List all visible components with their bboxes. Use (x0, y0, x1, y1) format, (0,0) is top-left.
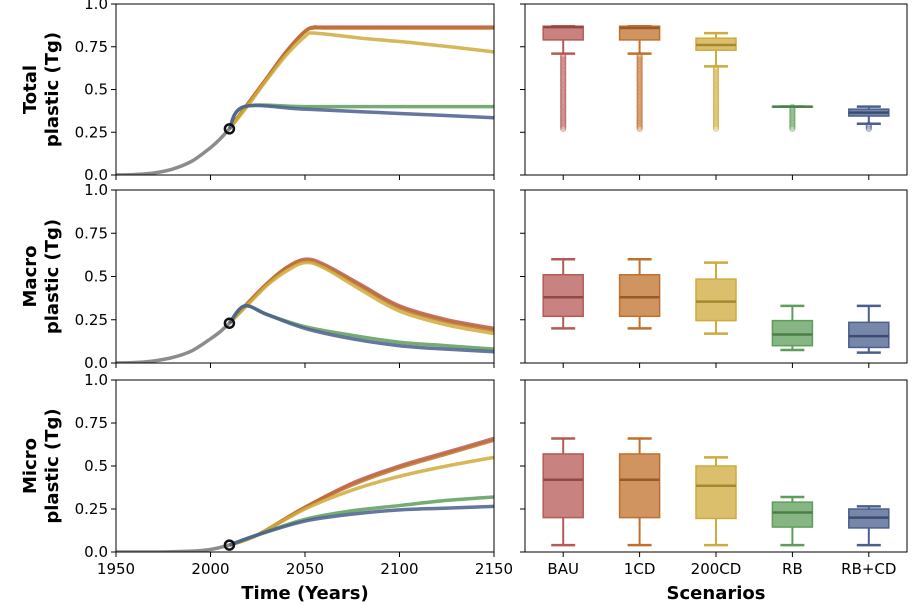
box-body (848, 321, 890, 349)
transition-marker (223, 123, 236, 135)
panel-frame (524, 3, 908, 176)
box-body (542, 274, 584, 318)
panel-frame (524, 189, 908, 364)
series-line-historical (116, 127, 231, 175)
y-axis-label: Macroplastic (Tg) (20, 219, 63, 334)
box-200cd (695, 31, 737, 180)
y-tick-label: 0.0 (84, 354, 108, 372)
series-line-200cd (228, 260, 494, 336)
box-body (771, 319, 814, 347)
series-group (116, 25, 494, 175)
box-bau (542, 257, 584, 368)
box-1cd (618, 257, 661, 368)
panel-frame (115, 379, 495, 553)
y-tick-label: 1.0 (84, 181, 108, 199)
y-tick-label: 1.0 (84, 0, 108, 13)
box-body (618, 453, 661, 519)
series-line-historical (116, 543, 230, 552)
category-label: RB+CD (841, 560, 896, 578)
x-axis-label: Scenarios (667, 583, 766, 604)
y-tick-label: 0.25 (75, 500, 108, 518)
y-tick-label: 0.25 (75, 311, 108, 329)
box-rbpluscd (848, 105, 890, 180)
box-rbpluscd (848, 304, 890, 368)
y-tick-label: 0.25 (75, 123, 108, 141)
series-group (116, 436, 494, 552)
y-tick-label: 0.5 (84, 457, 108, 475)
box-body (771, 501, 814, 528)
transition-marker (223, 317, 236, 329)
y-tick-label: 0.5 (84, 81, 108, 99)
box-200cd (695, 456, 737, 557)
category-label: BAU (547, 560, 579, 578)
series-line-bau (228, 257, 494, 331)
series-line-rbpluscd (227, 103, 494, 130)
box-panel-micro: BAU 1CD 200CD RB RB+CD Scenarios (520, 379, 908, 604)
panel-frame (115, 189, 495, 364)
y-tick-label: 0.5 (84, 268, 108, 286)
x-tick-label: 1950 (97, 560, 135, 578)
box-bau (542, 24, 584, 180)
y-tick-label: 0.0 (84, 543, 108, 561)
series-line-200cd (228, 31, 494, 130)
series-group (116, 257, 494, 363)
box-body (695, 465, 737, 520)
box-1cd (618, 437, 661, 557)
panel-frame (524, 379, 908, 553)
line-panel-macro: 0.0 0.25 0.5 0.75 1.0 Macroplastic (Tg) (20, 181, 495, 372)
x-tick-label: 2000 (191, 560, 229, 578)
x-tick-label: 2150 (475, 560, 513, 578)
box-panel-total (520, 3, 908, 180)
box-bau (542, 437, 584, 557)
series-line-rbpluscd (228, 504, 494, 547)
y-axis-label: Microplastic (Tg) (20, 408, 63, 523)
y-tick-label: 0.75 (75, 414, 108, 432)
box-200cd (695, 261, 737, 368)
series-line-historical (116, 321, 231, 363)
category-label: 1CD (624, 560, 656, 578)
transition-marker (223, 539, 236, 551)
box-body (618, 25, 661, 41)
box-rb (771, 103, 814, 180)
box-body (695, 278, 737, 322)
category-label: RB (782, 560, 803, 578)
box-rbpluscd (848, 505, 890, 557)
x-tick-label: 2050 (286, 560, 324, 578)
y-tick-label: 0.0 (84, 166, 108, 184)
series-line-rbpluscd (227, 303, 494, 354)
box-rb (771, 495, 814, 557)
series-line-rb (228, 495, 494, 547)
category-label: 200CD (691, 560, 742, 578)
panel-frame (115, 3, 495, 176)
x-tick-label: 2100 (380, 560, 418, 578)
y-tick-label: 0.75 (75, 224, 108, 242)
box-1cd (618, 24, 661, 180)
box-rb (771, 304, 814, 368)
y-tick-label: 1.0 (84, 371, 108, 389)
y-tick-label: 0.75 (75, 38, 108, 56)
line-panel-micro: 0.0 0.25 0.5 0.75 1.0 1950 2000 2050 2100 2150 Mic… (20, 371, 513, 604)
box-panel-macro (520, 189, 908, 368)
x-axis-label: Time (Years) (241, 583, 368, 604)
box-body (542, 453, 584, 519)
line-panel-total: 0.0 0.25 0.5 0.75 1.0 Totalplastic (Tg) (20, 0, 495, 184)
box-body (618, 274, 661, 318)
y-axis-label: Totalplastic (Tg) (20, 32, 63, 147)
